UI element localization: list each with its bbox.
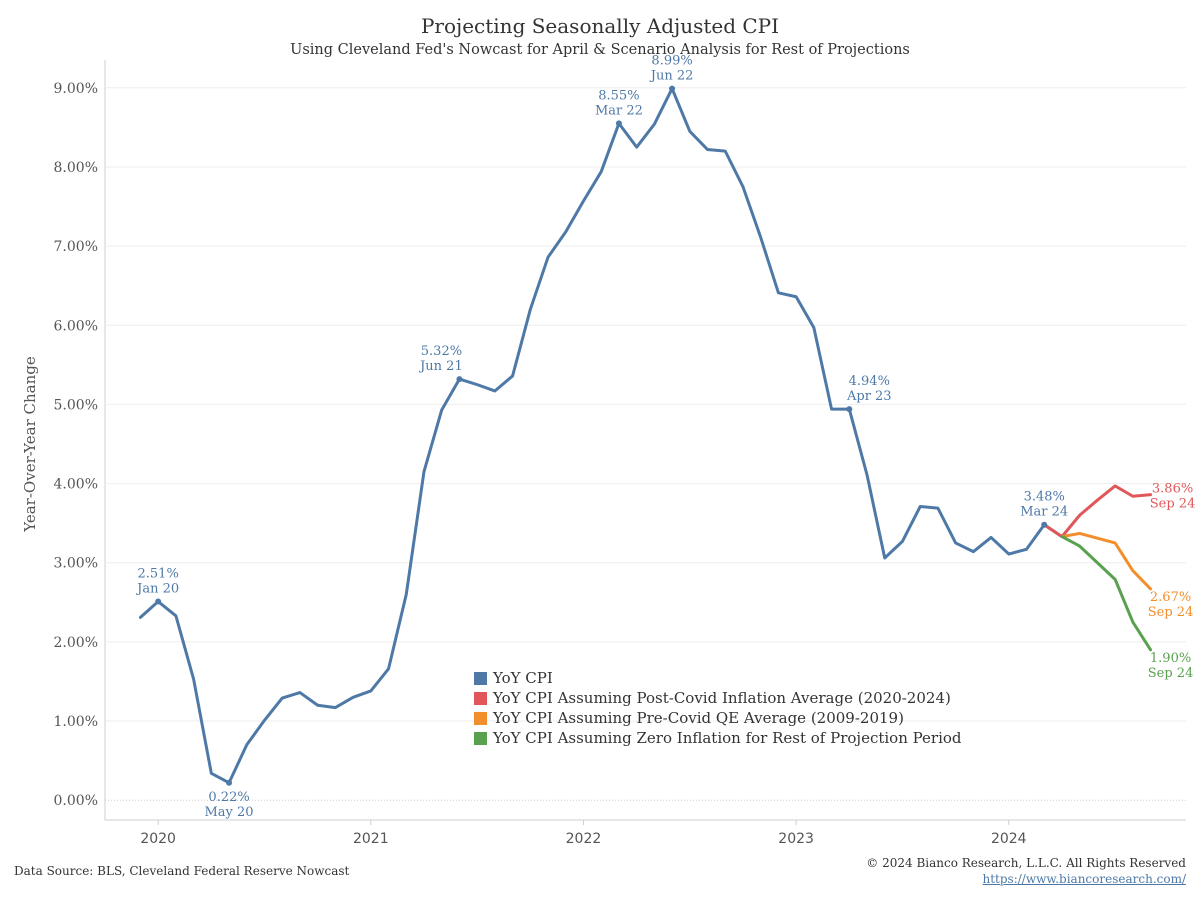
y-tick-label: 7.00% [54, 239, 98, 255]
annotation-value: 5.32% [421, 344, 462, 359]
y-tick-label: 8.00% [54, 160, 98, 176]
data-source: Data Source: BLS, Cleveland Federal Rese… [14, 864, 350, 878]
x-tick-label: 2023 [778, 831, 814, 847]
legend-item: YoY CPI Assuming Zero Inflation for Rest… [474, 728, 962, 748]
annotation-date: Sep 24 [1148, 666, 1194, 681]
y-tick-label: 2.00% [54, 635, 98, 651]
legend-item: YoY CPI Assuming Post-Covid Inflation Av… [474, 688, 962, 708]
x-tick-label: 2021 [353, 831, 389, 847]
y-tick-label: 3.00% [54, 556, 98, 572]
legend-swatch [474, 691, 487, 705]
annotation-date: Sep 24 [1148, 605, 1194, 620]
y-tick-label: 9.00% [54, 81, 98, 97]
legend-swatch [474, 671, 487, 685]
legend-item: YoY CPI [474, 668, 962, 688]
annotation-point [669, 85, 676, 92]
annotation-date: Jun 21 [418, 359, 463, 374]
annotation-value: 0.22% [208, 790, 249, 805]
y-tick-label: 5.00% [54, 397, 98, 413]
annotation-date: Jan 20 [135, 582, 179, 597]
y-tick-label: 6.00% [54, 318, 98, 334]
annotation-date: May 20 [205, 805, 254, 820]
y-tick-label: 1.00% [54, 714, 98, 730]
annotation-date: Sep 24 [1150, 497, 1196, 512]
series-line-2 [1060, 531, 1153, 591]
website-link[interactable]: https://www.biancoresearch.com/ [982, 872, 1186, 886]
chart-subtitle: Using Cleveland Fed's Nowcast for April … [290, 42, 910, 58]
legend-item: YoY CPI Assuming Pre-Covid QE Average (2… [474, 708, 962, 728]
annotation-value: 3.48% [1024, 490, 1065, 505]
legend-swatch [474, 711, 487, 725]
y-axis-label: Year-Over-Year Change [21, 356, 39, 533]
annotation-value: 3.86% [1152, 482, 1193, 497]
annotation-value: 1.90% [1150, 651, 1191, 666]
legend-label: YoY CPI [493, 669, 553, 687]
x-tick-label: 2024 [991, 831, 1027, 847]
chart-title: Projecting Seasonally Adjusted CPI [420, 14, 780, 38]
copyright: © 2024 Bianco Research, L.L.C. All Right… [866, 856, 1186, 870]
annotation-value: 8.99% [651, 54, 692, 69]
annotation-point [846, 406, 853, 413]
legend-label: YoY CPI Assuming Zero Inflation for Rest… [493, 729, 962, 747]
annotation-date: Mar 22 [595, 103, 643, 118]
chart-legend: YoY CPI YoY CPI Assuming Post-Covid Infla… [474, 668, 962, 748]
legend-label: YoY CPI Assuming Pre-Covid QE Average (2… [493, 709, 904, 727]
annotation-point [155, 598, 162, 605]
annotation-point [615, 120, 622, 127]
annotation-value: 4.94% [849, 374, 890, 389]
annotation-value: 2.51% [138, 567, 179, 582]
y-tick-label: 0.00% [54, 793, 98, 809]
series-line-0 [138, 87, 1064, 785]
annotation-point [1041, 521, 1048, 528]
annotation-value: 2.67% [1150, 590, 1191, 605]
legend-swatch [474, 731, 487, 745]
annotation-value: 8.55% [598, 88, 639, 103]
x-tick-label: 2022 [566, 831, 602, 847]
y-tick-label: 4.00% [54, 477, 98, 493]
series-line-3 [1060, 535, 1153, 652]
legend-label: YoY CPI Assuming Post-Covid Inflation Av… [493, 689, 951, 707]
annotation-date: Apr 23 [846, 389, 892, 404]
annotation-date: Mar 24 [1020, 505, 1068, 520]
annotation-point [226, 779, 233, 786]
x-tick-label: 2020 [140, 831, 176, 847]
annotation-point [456, 376, 463, 383]
annotation-date: Jun 22 [649, 69, 694, 84]
